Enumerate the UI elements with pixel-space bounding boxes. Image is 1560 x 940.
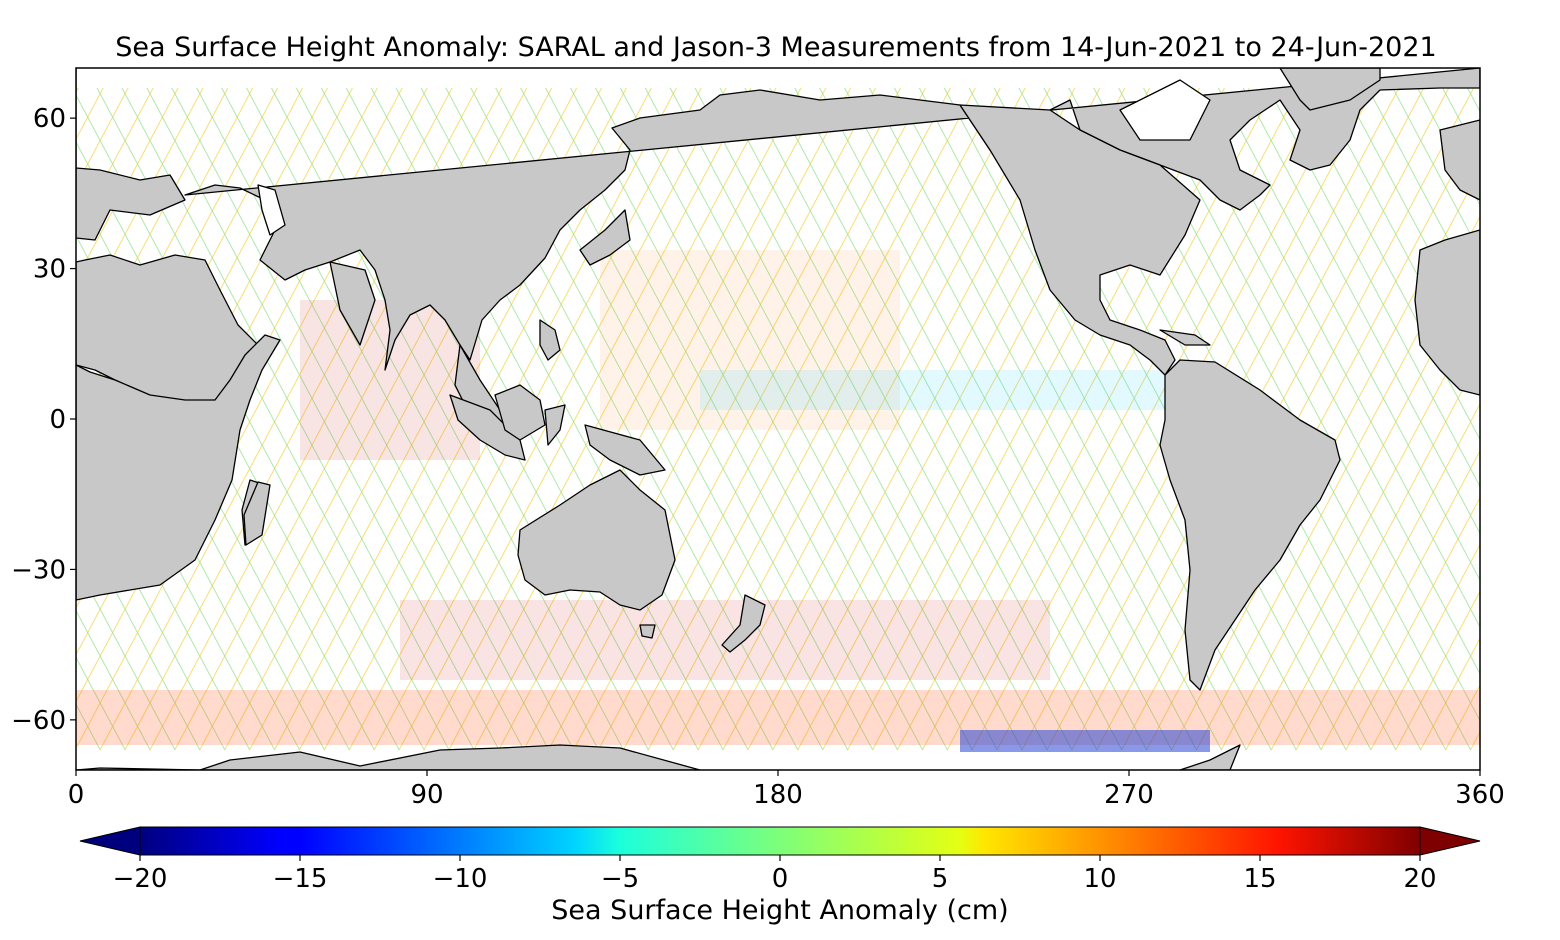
- colorbar-label: Sea Surface Height Anomaly (cm): [551, 895, 1009, 926]
- colorbar-tick-label: 10: [1083, 864, 1116, 894]
- colorbar-tick-label: 5: [932, 864, 949, 894]
- colorbar-extend-high: [1419, 826, 1481, 856]
- land-indonesia: [449, 394, 526, 461]
- colorbar-gradient: [139, 826, 1421, 856]
- colorbar-tick-label: −20: [113, 864, 168, 894]
- y-tick-label: −60: [11, 706, 66, 736]
- land-south-america: [1159, 359, 1341, 691]
- y-axis: 60 30 0 −30 −60: [11, 104, 76, 736]
- x-tick-label: 0: [68, 780, 85, 810]
- land-north-america: [959, 104, 1201, 376]
- colorbar-extend-low: [79, 826, 141, 856]
- x-tick-label: 180: [753, 780, 803, 810]
- colorbar-tick-label: −5: [601, 864, 639, 894]
- y-tick-label: 60: [33, 104, 66, 134]
- map-title: Sea Surface Height Anomaly: SARAL and Ja…: [115, 32, 1437, 63]
- colorbar-tick-label: 20: [1403, 864, 1436, 894]
- colorbar-tick-label: 0: [772, 864, 789, 894]
- x-axis: 0 90 180 270 360: [68, 770, 1505, 810]
- land-australia: [517, 469, 676, 611]
- land-masses: [76, 68, 1480, 770]
- land-new-zealand: [721, 594, 766, 653]
- colorbar: −20 −15 −10 −5 0 5 10 15 20: [79, 826, 1481, 894]
- colorbar-tick-label: −10: [433, 864, 488, 894]
- x-tick-label: 90: [410, 780, 443, 810]
- x-tick-label: 270: [1104, 780, 1154, 810]
- y-tick-label: −30: [11, 555, 66, 585]
- land-greenland: [1279, 68, 1381, 111]
- colorbar-tick-label: 15: [1243, 864, 1276, 894]
- colorbar-tick-label: −15: [273, 864, 328, 894]
- y-tick-label: 30: [33, 255, 66, 285]
- map-panel: [76, 68, 1480, 770]
- y-tick-label: 0: [49, 405, 66, 435]
- colorbar-ticks: −20 −15 −10 −5 0 5 10 15 20: [113, 855, 1437, 894]
- x-tick-label: 360: [1455, 780, 1505, 810]
